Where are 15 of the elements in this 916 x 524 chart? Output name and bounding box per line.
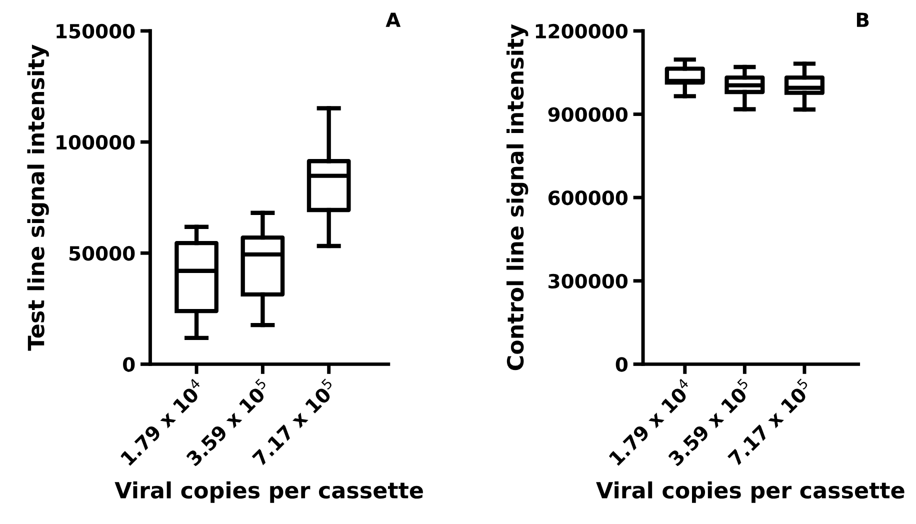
- y-axis-title: Control line signal intensity: [506, 24, 528, 370]
- y-tick-label: 150000: [56, 24, 135, 39]
- y-tick-label: 50000: [69, 246, 135, 261]
- y-tick-label: 0: [616, 357, 628, 372]
- x-axis-title: Viral copies per cassette: [596, 481, 904, 503]
- text: B: [856, 12, 869, 27]
- y-tick-label: 300000: [548, 274, 628, 289]
- y-tick-label: 100000: [56, 134, 135, 150]
- text: A: [386, 12, 401, 27]
- y-tick-label: 600000: [548, 190, 628, 206]
- y-tick-label: 0: [123, 357, 135, 372]
- y-tick-label: 900000: [548, 107, 628, 122]
- x-axis-title: Viral copies per cassette: [114, 481, 423, 503]
- y-tick-label: 1200000: [536, 24, 628, 39]
- y-axis-title: Test line signal intensity: [27, 44, 49, 351]
